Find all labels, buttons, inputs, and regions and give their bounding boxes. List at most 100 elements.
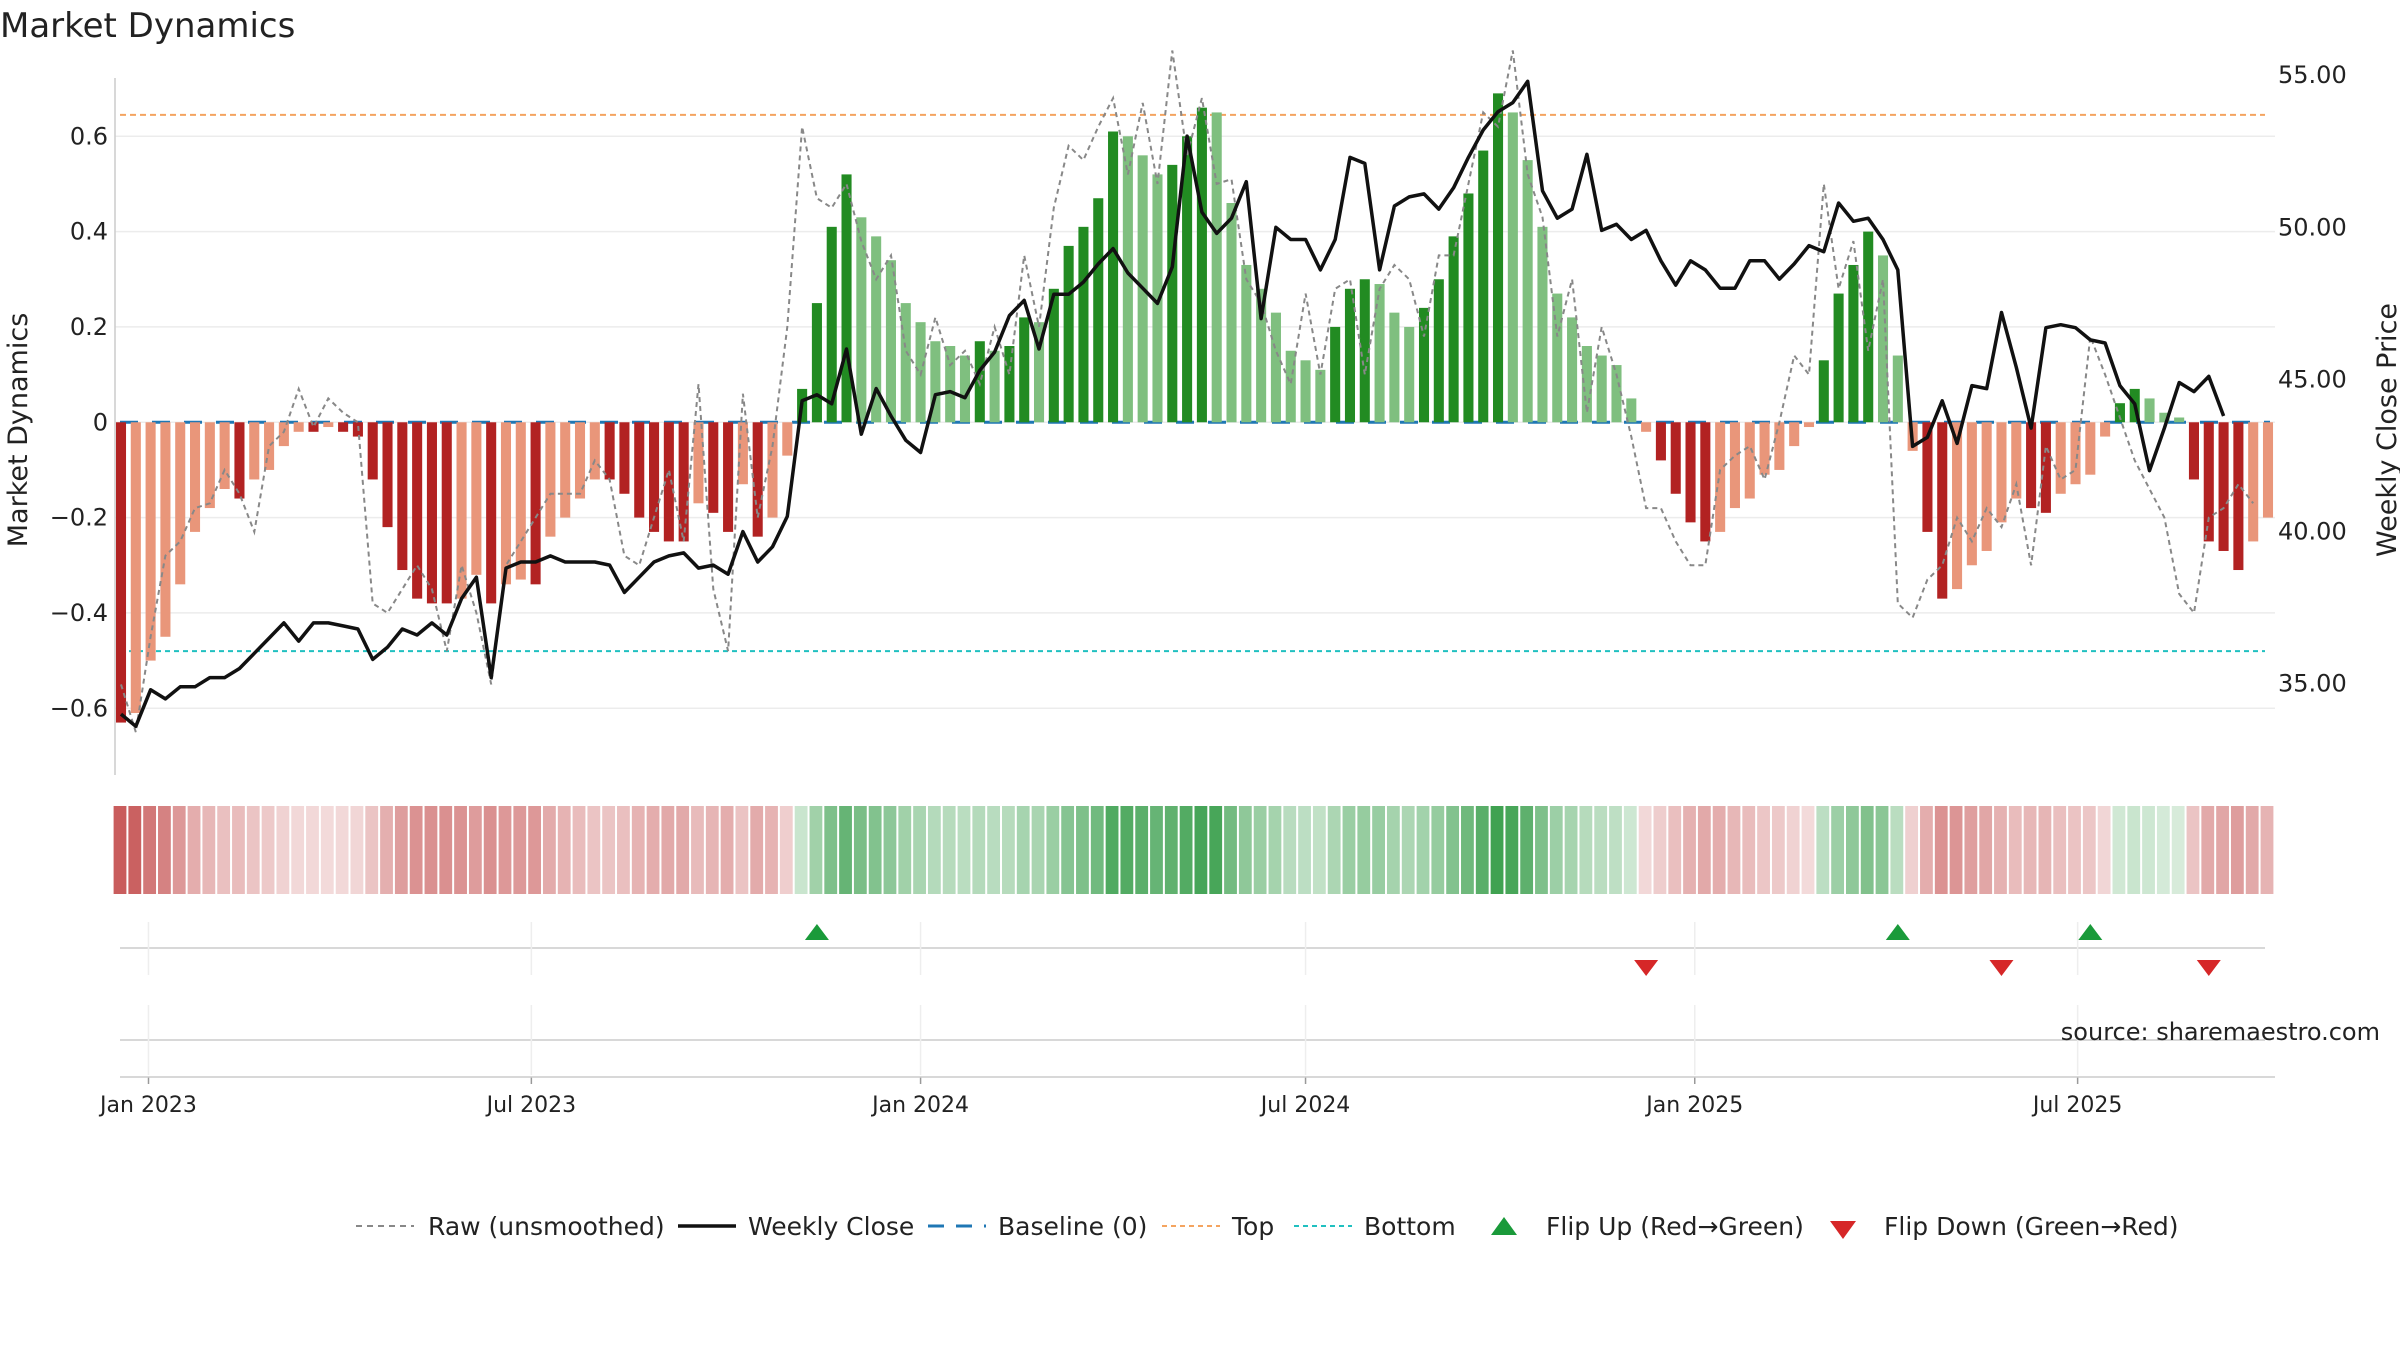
heat-cell <box>1298 806 1311 894</box>
heat-cell <box>1120 806 1134 894</box>
dynamics-bar <box>130 422 141 714</box>
heat-cell <box>454 806 467 894</box>
dynamics-bar <box>930 341 941 423</box>
heat-cell <box>779 806 793 894</box>
dynamics-bar <box>2114 403 2125 423</box>
heat-cell <box>468 806 482 894</box>
heat-cell <box>1623 806 1637 894</box>
dynamics-bar <box>1952 422 1963 590</box>
heat-cell <box>1668 806 1682 894</box>
dynamics-bar <box>1922 422 1933 532</box>
heat-cell <box>1076 806 1089 894</box>
dynamics-bar <box>145 422 156 661</box>
heat-cell <box>1638 806 1652 894</box>
heat-cell <box>306 806 319 894</box>
heat-cell <box>1357 806 1371 894</box>
weekly-close-layer <box>119 79 2226 729</box>
dynamics-bar <box>1270 312 1281 423</box>
dynamics-bar <box>782 422 793 456</box>
legend: Raw (unsmoothed) Weekly Close Baseline (… <box>356 1212 2179 1241</box>
heat-cell <box>246 806 260 894</box>
heat-cell <box>824 806 838 894</box>
dynamics-bar <box>204 422 215 509</box>
dynamics-bar <box>1256 288 1267 423</box>
dynamics-bar <box>1552 293 1563 423</box>
flip-down-marker <box>1989 960 2014 976</box>
heat-cell <box>1490 806 1504 894</box>
dynamics-bar <box>1122 136 1133 423</box>
y-tick-label: −0.2 <box>50 504 108 532</box>
y2-tick-label: 50.00 <box>2278 213 2347 241</box>
heat-cell <box>646 806 660 894</box>
heat-cell <box>2082 806 2096 894</box>
heat-cell <box>2260 806 2274 894</box>
dynamics-bar <box>1848 264 1859 423</box>
dynamics-bar <box>382 422 393 528</box>
heat-cell <box>1164 806 1178 894</box>
dynamics-bar <box>1093 198 1104 423</box>
heat-cell <box>528 806 541 894</box>
heat-cell <box>498 806 512 894</box>
heat-cell <box>1446 806 1460 894</box>
heat-cell <box>1224 806 1237 894</box>
heat-cell <box>291 806 305 894</box>
dynamics-bar <box>545 422 556 537</box>
heat-cell <box>1742 806 1756 894</box>
heat-cell <box>2201 806 2215 894</box>
heat-cell <box>705 806 719 894</box>
heat-cell <box>839 806 852 894</box>
heat-cell <box>409 806 423 894</box>
heat-cell <box>957 806 971 894</box>
dynamics-bar <box>1641 422 1652 432</box>
heat-cell <box>172 806 186 894</box>
y-tick-label: 0.4 <box>70 218 108 246</box>
heat-cell <box>2097 806 2111 894</box>
flip-markers <box>120 922 2275 1078</box>
dynamics-bar <box>1433 279 1444 423</box>
heat-cell <box>1520 806 1534 894</box>
heat-cell <box>868 806 882 894</box>
heat-cell <box>1964 806 1978 894</box>
heat-cell <box>617 806 630 894</box>
dynamics-bar <box>1196 107 1207 423</box>
heat-cell <box>927 806 941 894</box>
dynamics-bar <box>367 422 378 480</box>
dynamics-bar <box>1966 422 1977 566</box>
dynamics-bar <box>1315 369 1326 423</box>
heat-cell <box>750 806 764 894</box>
dynamics-bar <box>2011 422 2022 499</box>
heat-cell <box>1401 806 1415 894</box>
dynamics-bar <box>1152 174 1163 423</box>
heat-cell <box>1564 806 1578 894</box>
heat-cell <box>158 806 171 894</box>
dynamics-bar <box>2055 422 2066 494</box>
heat-cell <box>2245 806 2259 894</box>
dynamics-bar <box>471 422 482 575</box>
dynamics-bar <box>2026 422 2037 509</box>
heat-cell <box>1727 806 1741 894</box>
heat-cell <box>1609 806 1622 894</box>
dynamics-bar <box>1374 284 1385 423</box>
dynamics-bar <box>1048 288 1059 423</box>
dynamics-bar <box>500 422 512 585</box>
dynamics-bar <box>1226 203 1237 423</box>
dynamics-bar <box>604 422 615 480</box>
heat-cell <box>2186 806 2200 894</box>
heat-cell <box>483 806 497 894</box>
heat-cell <box>1372 806 1385 894</box>
dynamics-bar <box>1700 422 1711 542</box>
dynamics-bar <box>1448 236 1459 423</box>
y2-tick-label: 55.00 <box>2278 61 2347 89</box>
heat-cell <box>1816 806 1830 894</box>
heat-cell <box>1431 806 1445 894</box>
dynamics-bar <box>1478 150 1489 423</box>
dynamics-bar <box>945 346 956 423</box>
heat-cell <box>1016 806 1030 894</box>
heat-cell <box>1312 806 1326 894</box>
y-axis-label: Market Dynamics <box>3 313 34 548</box>
heat-cell <box>439 806 453 894</box>
dynamics-bar <box>530 422 541 585</box>
heat-cell <box>143 806 157 894</box>
heat-cell <box>1934 806 1948 894</box>
heat-cell <box>1653 806 1667 894</box>
